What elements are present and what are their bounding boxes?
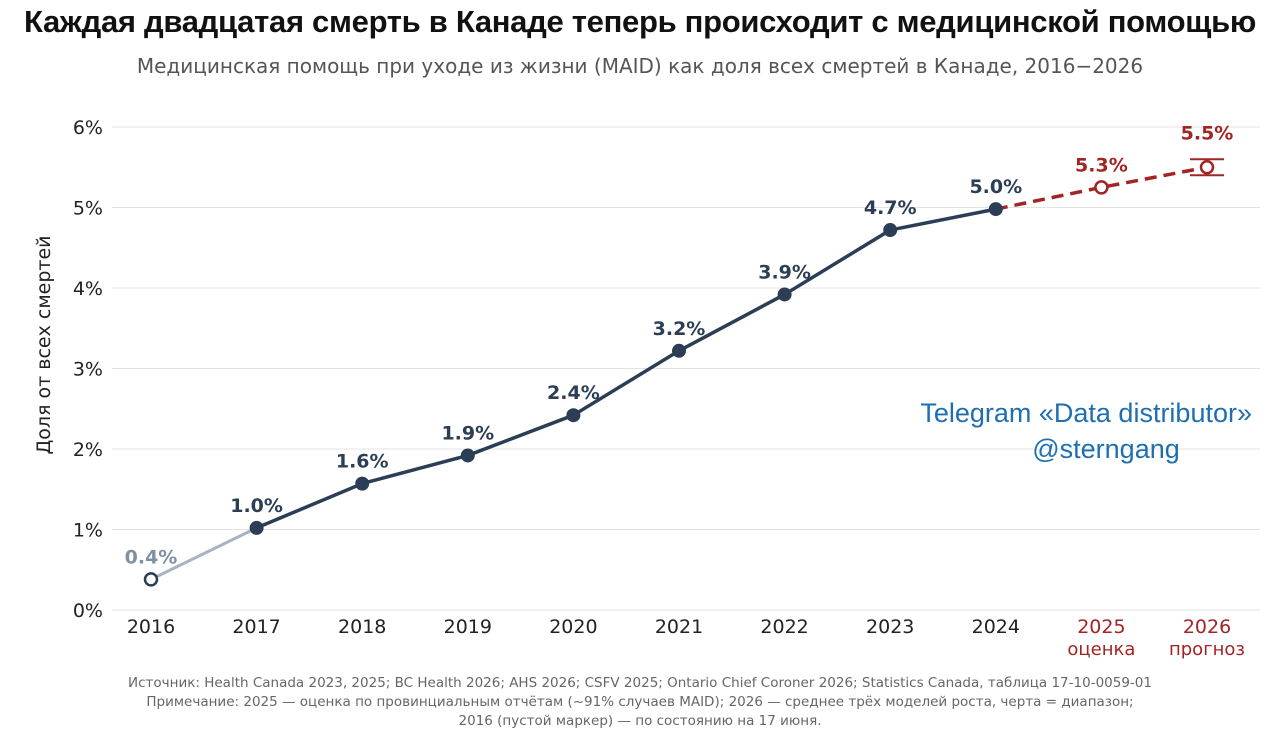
- x-tick-label: 2022: [760, 616, 808, 638]
- y-tick-label: 4%: [73, 278, 103, 300]
- x-tick-label: 2024: [972, 616, 1020, 638]
- y-tick-label: 3%: [73, 359, 103, 381]
- watermark-line1: Telegram «Data distributor»: [920, 398, 1252, 428]
- x-tick-label: 2021: [655, 616, 703, 638]
- y-tick-label: 6%: [73, 117, 103, 139]
- x-tick-label: 2025: [1077, 616, 1125, 638]
- data-label: 4.7%: [864, 197, 917, 219]
- footnote-partial: 2016 (пустой маркер) — по состоянию на 1…: [458, 713, 822, 729]
- data-label: 1.6%: [336, 451, 389, 473]
- x-tick-label: 2020: [549, 616, 597, 638]
- data-point: [1199, 160, 1215, 175]
- data-label: 3.9%: [758, 261, 811, 283]
- chart-title: Каждая двадцатая смерть в Канаде теперь …: [23, 4, 1257, 39]
- y-tick-label: 0%: [73, 600, 103, 622]
- x-tick-label: 2018: [338, 616, 386, 638]
- y-tick-label: 2%: [73, 439, 103, 461]
- data-point: [460, 448, 475, 463]
- footnote-source: Источник: Health Canada 2023, 2025; BC H…: [128, 675, 1152, 691]
- x-tick-label: 2026: [1183, 616, 1231, 638]
- series-line-partial: [150, 526, 258, 581]
- series-line-actual: [255, 207, 997, 530]
- data-point: [249, 520, 264, 535]
- data-label: 1.9%: [441, 422, 494, 444]
- data-label: 5.5%: [1181, 122, 1234, 144]
- data-label: 3.2%: [653, 318, 706, 340]
- data-point: [883, 223, 898, 238]
- data-label: 0.4%: [125, 546, 178, 568]
- y-tick-label: 1%: [73, 520, 103, 542]
- y-tick-label: 5%: [73, 198, 103, 220]
- data-label: 5.3%: [1075, 154, 1128, 176]
- chart-subtitle: Медицинская помощь при уходе из жизни (M…: [136, 54, 1144, 78]
- data-point: [566, 408, 581, 423]
- data-point: [143, 572, 159, 587]
- footnote-note: Примечание: 2025 — оценка по провинциаль…: [146, 694, 1134, 710]
- x-tick-sublabel: оценка: [1067, 639, 1135, 660]
- watermark: Telegram «Data distributor» @sterngang: [880, 395, 1252, 467]
- watermark-line2: @sterngang: [1032, 434, 1180, 464]
- data-point: [988, 202, 1003, 217]
- data-label: 5.0%: [969, 176, 1022, 198]
- x-tick-label: 2019: [444, 616, 492, 638]
- x-tick-sublabel: прогноз: [1169, 639, 1245, 660]
- data-point: [777, 287, 792, 302]
- y-axis-label: Доля от всех смертей: [33, 235, 55, 454]
- data-label: 2.4%: [547, 382, 600, 404]
- x-tick-label: 2017: [232, 616, 280, 638]
- x-tick-label: 2016: [127, 616, 175, 638]
- data-point: [672, 343, 686, 358]
- series-line-forecast: [995, 165, 1208, 211]
- x-tick-label: 2023: [866, 616, 914, 638]
- data-point: [355, 476, 370, 491]
- data-label: 1.0%: [230, 495, 283, 517]
- data-point: [1094, 180, 1109, 195]
